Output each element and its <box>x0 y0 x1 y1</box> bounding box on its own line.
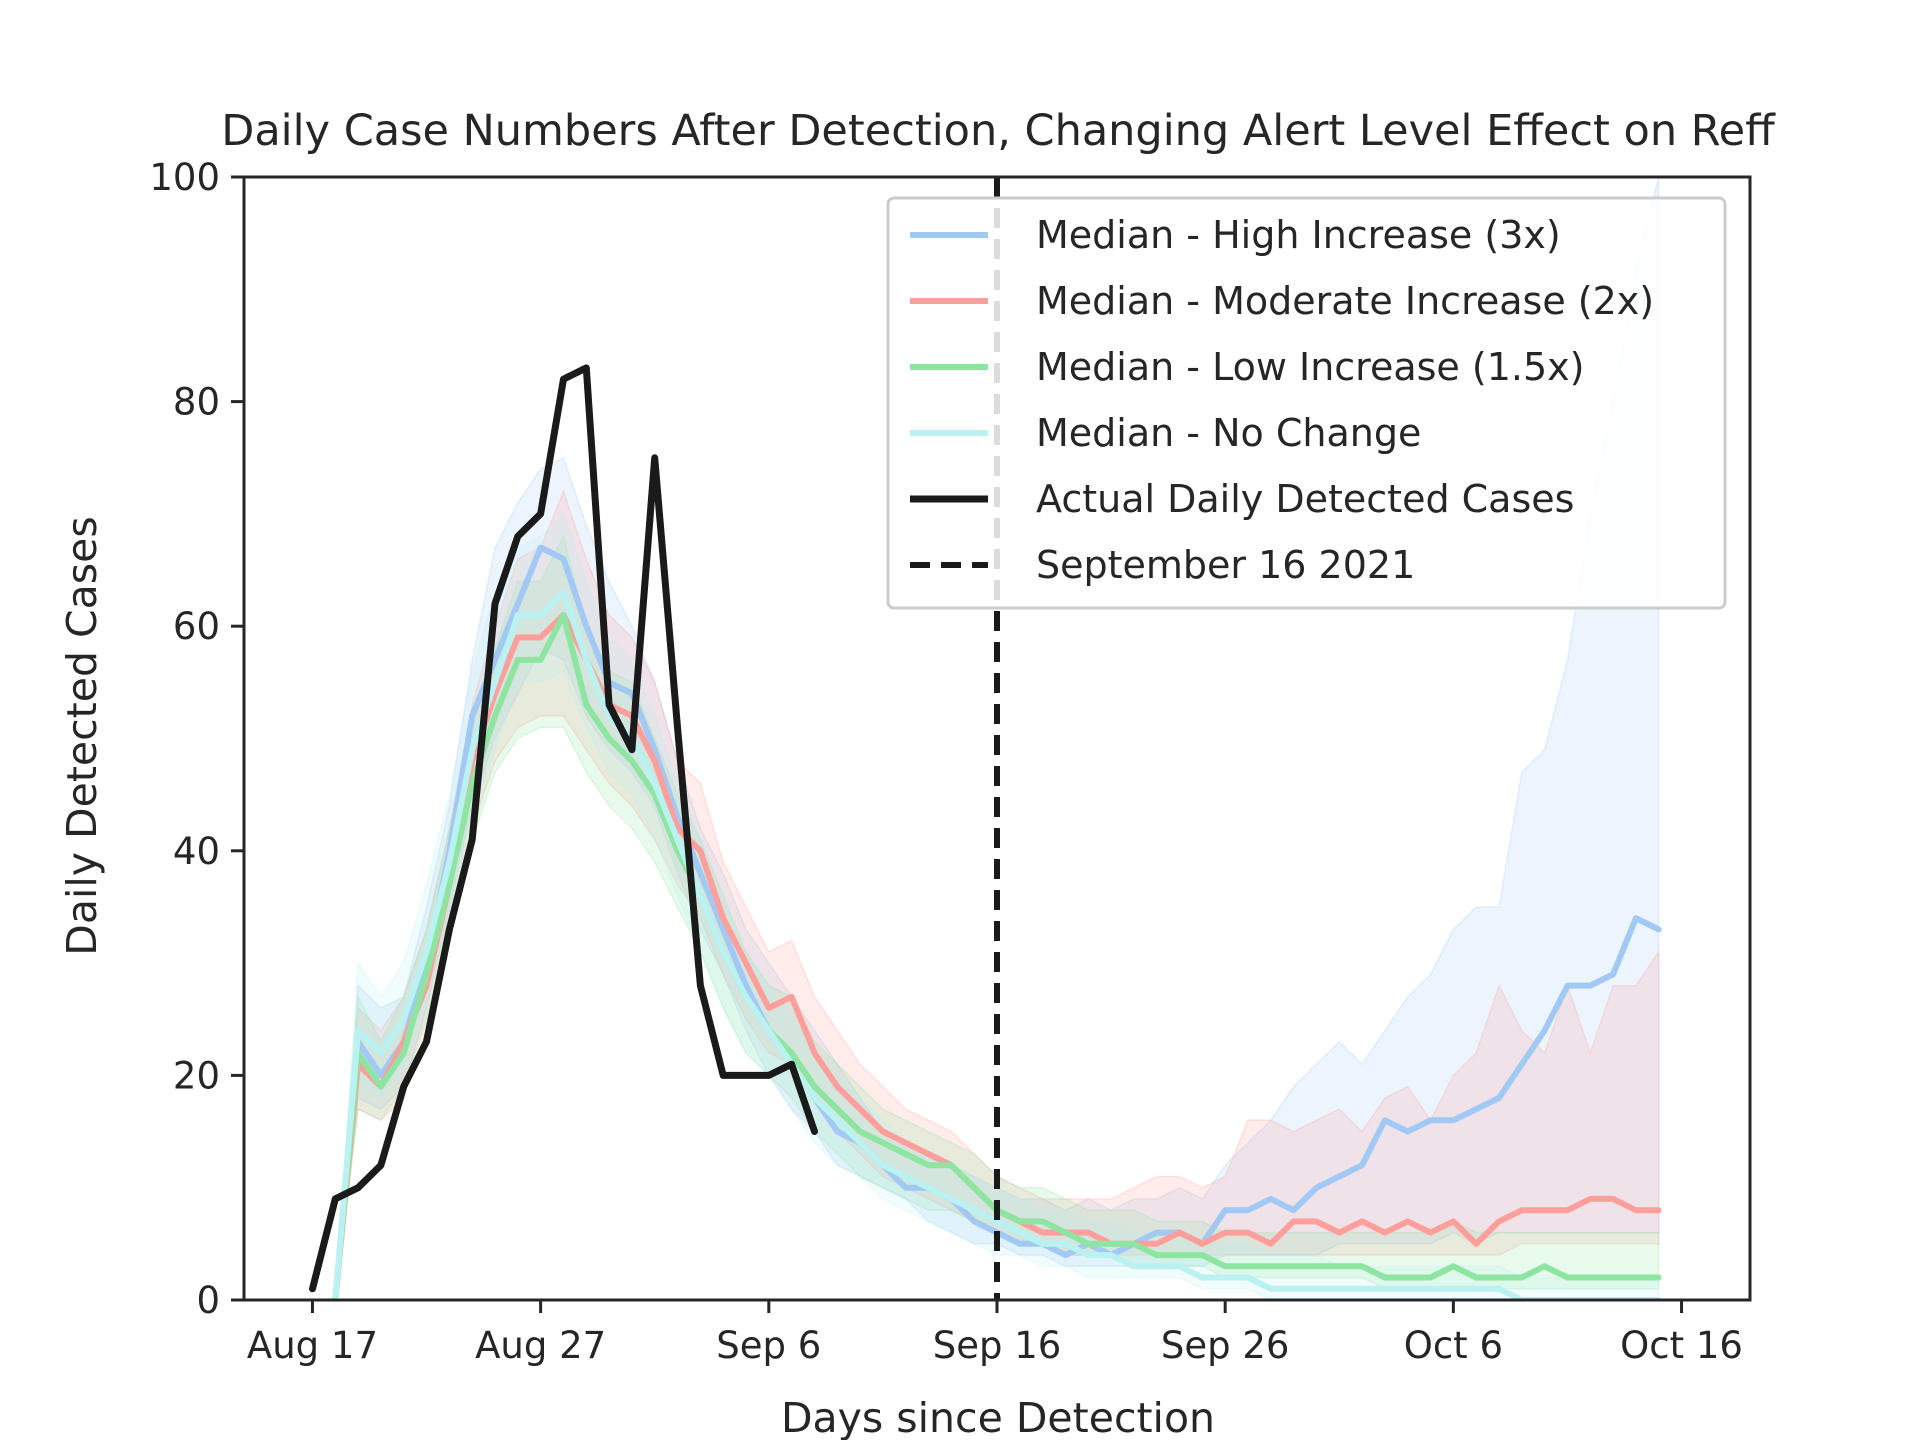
chart-title: Daily Case Numbers After Detection, Chan… <box>221 106 1776 156</box>
y-tick-label: 60 <box>173 605 220 648</box>
band-3 <box>334 534 1660 1300</box>
x-tick-label: Aug 17 <box>247 1324 378 1367</box>
x-tick-label: Sep 26 <box>1161 1324 1290 1367</box>
x-tick-label: Sep 6 <box>716 1324 821 1367</box>
x-tick-label: Sep 16 <box>933 1324 1062 1367</box>
legend-label-1: Median - High Increase (3x) <box>1036 213 1561 257</box>
legend-label-2: Median - Moderate Increase (2x) <box>1036 279 1654 323</box>
legend: Median - High Increase (3x) Median - Mode… <box>886 196 1727 610</box>
band-1 <box>334 177 1660 1300</box>
confidence-bands <box>334 177 1660 1300</box>
x-axis-label: Days since Detection <box>781 1394 1215 1440</box>
legend-label-5: Actual Daily Detected Cases <box>1036 477 1574 521</box>
actual-cases-line <box>309 364 818 1293</box>
legend-box <box>886 196 1727 610</box>
band-2 <box>334 489 1660 1300</box>
median-line-4 <box>332 589 1662 1300</box>
legend-label-3: Median - Low Increase (1.5x) <box>1036 345 1584 389</box>
y-tick-label: 40 <box>173 830 220 873</box>
x-tick-label: Aug 27 <box>475 1324 606 1367</box>
y-tick-label: 100 <box>149 156 220 199</box>
x-tick-label: Oct 6 <box>1404 1324 1503 1367</box>
legend-label-6: September 16 2021 <box>1036 543 1415 587</box>
y-axis: 0 20 40 60 80 100 <box>149 156 244 1322</box>
y-tick-label: 80 <box>173 381 220 424</box>
legend-label-4: Median - No Change <box>1036 411 1421 455</box>
y-tick-label: 20 <box>173 1054 220 1097</box>
x-axis: Aug 17 Aug 27 Sep 6 Sep 16 Sep 26 Oct 6 Oct 16 <box>247 1300 1743 1367</box>
y-axis-label: Daily Detected Cases <box>58 516 106 955</box>
y-tick-label: 0 <box>196 1279 220 1322</box>
x-tick-label: Oct 16 <box>1620 1324 1743 1367</box>
